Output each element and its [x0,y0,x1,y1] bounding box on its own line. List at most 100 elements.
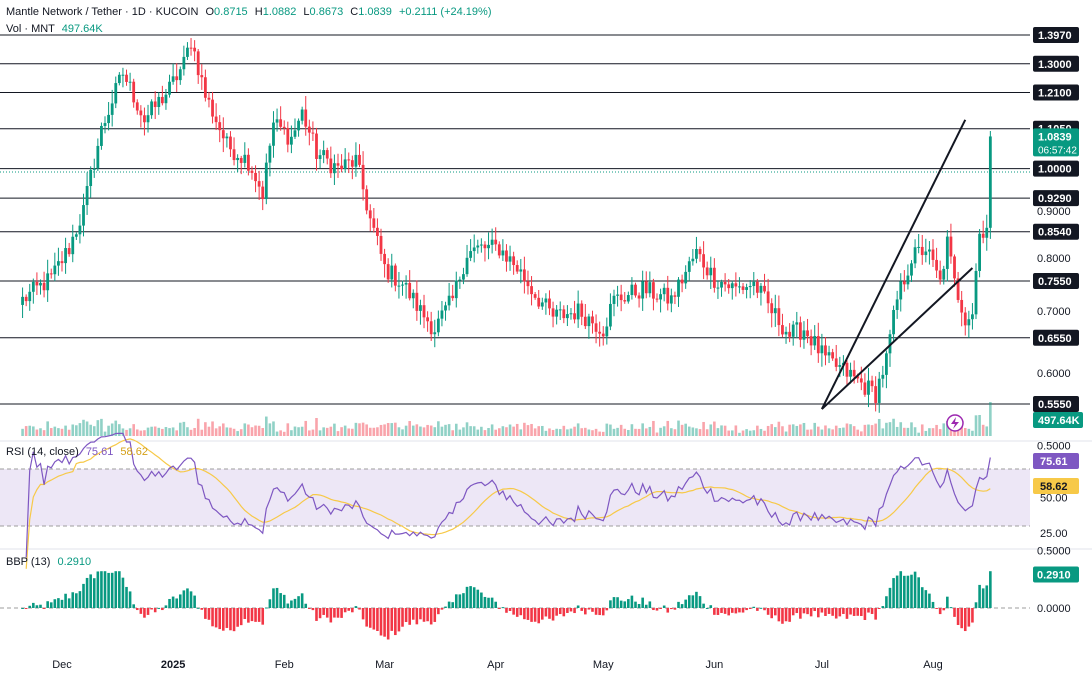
volume-bar [824,425,827,436]
volume-bar [838,428,842,436]
bbp-bar [917,577,920,608]
volume-bar [171,427,175,436]
symbol-name[interactable]: Mantle Network / Tether [6,6,122,18]
bbp-bar [573,608,576,614]
volume-bar [297,427,300,436]
candle-body [218,122,222,131]
candle-body [530,286,533,295]
volume-bar [454,423,458,436]
bbp-value-badge [1033,566,1079,583]
volume-bar [444,424,447,436]
bbp-bar [297,596,300,608]
volume-bar [877,418,881,436]
volume-bar [634,428,637,436]
candle-body [451,295,455,299]
bbp-bar [211,608,214,627]
bbp-bar [361,608,365,620]
bbp-bar [666,608,670,613]
candle-body [114,83,118,104]
volume-bar [168,428,171,436]
candle-body [659,294,662,300]
volume-label[interactable]: Vol · MNT [6,23,55,35]
time-tick-label: May [593,659,614,671]
bbp-bar [182,590,186,608]
lightning-icon[interactable] [946,414,964,432]
candle-body [53,265,57,275]
volume-bar [451,430,454,436]
volume-bar [874,423,877,436]
candle-body [293,130,297,137]
bbp-bar [422,608,426,622]
candle-body [555,309,559,317]
bbp-bar [512,608,515,615]
bbp-bar [150,608,153,610]
volume-bar [619,424,623,436]
candle-body [945,236,949,269]
volume-bar [885,422,888,436]
volume-bar [103,431,107,436]
candle-body [246,154,250,171]
bbp-bar [838,608,842,617]
bbp-bar [247,608,250,623]
price-axis[interactable]: 0.9000 0.8000 0.7000 0.6000 0.5000 1.3970 1.30… [1033,27,1079,453]
volume-bar [53,426,57,436]
bbp-bar [293,598,297,608]
candle-body [669,295,673,304]
volume-bar [239,429,243,436]
price-tick-label: 0.5000 [1037,441,1071,453]
candle-body [60,261,64,264]
volume-bar [254,425,257,436]
bbp-bar [877,608,881,609]
rsi-label[interactable]: RSI (14, close) [6,446,79,458]
candle-body [759,285,763,293]
candle-body [730,283,734,289]
candle-body [519,269,523,272]
volume-bar [329,426,333,436]
interval[interactable]: 1D [131,6,146,18]
volume-bar [67,429,71,436]
trendlines[interactable] [820,119,974,410]
candle-body [849,369,852,377]
volume-bar [799,424,802,436]
volume-bar [584,427,587,436]
volume-bar [419,426,422,436]
candle-body [648,282,652,294]
bbp-bar [139,608,143,614]
rsi-ma-value: 58.62 [120,446,148,458]
volume-bar [247,424,250,436]
candle-body [243,154,247,163]
bbp-bar [734,608,738,614]
candle-body [766,291,770,304]
volume-bar [777,421,781,436]
volume-bar [781,426,784,436]
candle-body [540,302,544,307]
volume-bar [394,422,397,436]
bbp-bar [784,608,788,622]
time-axis[interactable]: Dec 2025 Feb Mar Apr May Jun Jul Aug [52,659,943,671]
bbp-bar [200,608,204,610]
candle-body [350,160,354,167]
candle-body [171,76,175,82]
bbp-label[interactable]: BBP (13) [6,556,51,568]
level-badge [1033,396,1079,412]
volume-bar [368,427,372,436]
trendline-0[interactable] [820,119,967,410]
candle-body [304,109,308,127]
candle-body [727,284,731,289]
bbp-bar [433,608,437,622]
candle-body [429,321,433,335]
close-value: 1.0839 [358,6,392,18]
candle-body [777,308,781,326]
volume-bar [462,427,465,436]
high-value: 1.0882 [262,6,297,18]
volume-bar [480,426,483,436]
candle-body [236,157,240,161]
candle-body [738,286,741,288]
volume-bar [745,429,748,436]
candle-body [505,250,508,262]
trendline-1[interactable] [821,267,974,410]
candle-body [322,150,326,156]
bbp-bar [92,578,96,608]
